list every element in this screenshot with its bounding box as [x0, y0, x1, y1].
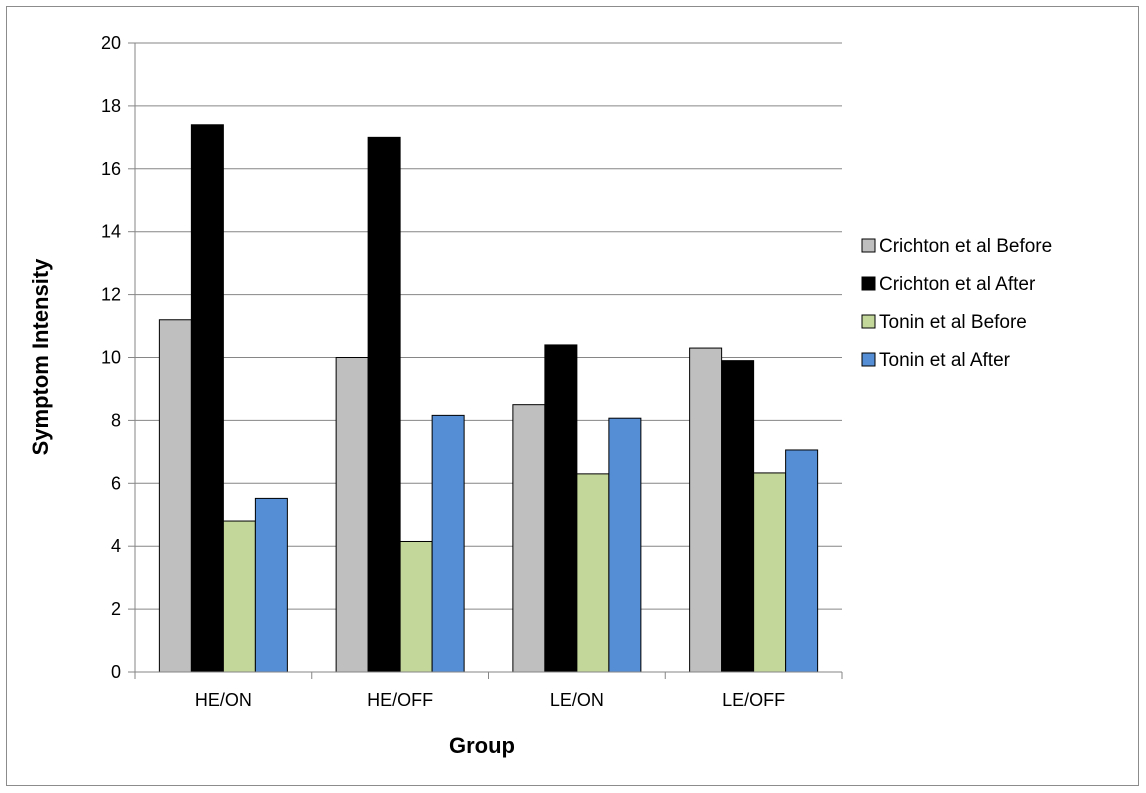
bar: [753, 472, 787, 673]
y-tick-label: 20: [101, 33, 121, 53]
y-tick-label: 6: [111, 473, 121, 493]
bar: [512, 404, 546, 673]
y-tick-label: 2: [111, 599, 121, 619]
bar: [190, 124, 224, 673]
y-tick-label: 16: [101, 159, 121, 179]
legend: Crichton et al Before Crichton et al Afte…: [861, 236, 1052, 371]
legend-label: Tonin et al Before: [879, 312, 1027, 333]
bars: [158, 124, 819, 673]
bar: [544, 344, 578, 673]
bar: [721, 360, 755, 673]
y-tick-label: 12: [101, 285, 121, 305]
legend-swatch: [861, 238, 876, 253]
bar: [335, 357, 369, 673]
y-tick-label: 10: [101, 348, 121, 368]
bar: [576, 473, 610, 673]
bar: [431, 414, 465, 673]
legend-label: Crichton et al After: [879, 274, 1036, 295]
legend-swatch: [861, 314, 876, 329]
x-tick-labels: HE/ON HE/OFF LE/ON LE/OFF: [195, 690, 785, 710]
y-tick-label: 14: [101, 222, 121, 242]
y-tick-label: 8: [111, 410, 121, 430]
y-axis-title: Symptom Intensity: [28, 258, 53, 456]
x-tick-label: HE/ON: [195, 690, 252, 710]
y-tick-label: 18: [101, 96, 121, 116]
axes: [134, 43, 843, 679]
bar: [367, 136, 401, 673]
bar: [222, 520, 256, 673]
legend-label: Tonin et al After: [879, 350, 1011, 371]
y-tick-labels: 0 2 4 6 8 10 12 14 16 18 20: [101, 33, 121, 682]
bar: [608, 417, 642, 673]
y-tick-label: 0: [111, 662, 121, 682]
bar: [254, 497, 288, 673]
legend-label: Crichton et al Before: [879, 236, 1052, 257]
bar: [158, 319, 192, 673]
bar: [399, 540, 433, 673]
legend-swatch: [861, 276, 876, 291]
x-tick-label: HE/OFF: [367, 690, 433, 710]
bar: [785, 449, 819, 673]
chart-frame: 0 2 4 6 8 10 12 14 16 18 20 HE/ON HE/OFF LE/ON LE/OFF…: [6, 6, 1139, 786]
x-tick-label: LE/ON: [550, 690, 604, 710]
x-tick-label: LE/OFF: [722, 690, 785, 710]
bar-chart: 0 2 4 6 8 10 12 14 16 18 20 HE/ON HE/OFF LE/ON LE/OFF…: [28, 33, 1052, 758]
x-axis-title: Group: [449, 733, 515, 758]
y-tick-label: 4: [111, 536, 121, 556]
bar: [689, 347, 723, 673]
legend-swatch: [861, 352, 876, 367]
